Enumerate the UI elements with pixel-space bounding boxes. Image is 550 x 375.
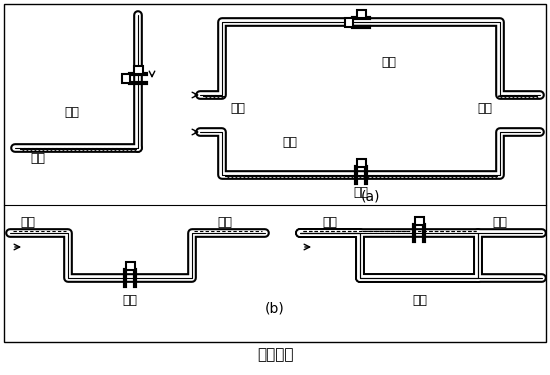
Text: 气泡: 气泡	[492, 216, 508, 229]
Text: (b): (b)	[265, 301, 285, 315]
Text: 气泡: 气泡	[322, 216, 338, 229]
Text: (a): (a)	[360, 190, 379, 204]
Text: 液体: 液体	[30, 152, 46, 165]
Text: 错误: 错误	[412, 294, 427, 306]
Text: 气泡: 气泡	[217, 216, 233, 229]
Text: 正确: 正确	[123, 294, 138, 306]
Bar	[134, 66, 142, 74]
Bar	[356, 159, 366, 167]
Bar	[125, 262, 135, 270]
Text: 液体: 液体	[230, 102, 245, 114]
Text: 液体: 液体	[354, 186, 369, 198]
Text: 正确: 正确	[382, 56, 397, 69]
Bar	[415, 217, 424, 225]
Bar	[122, 74, 130, 82]
Bar	[356, 10, 366, 18]
Bar	[345, 18, 353, 27]
Text: 液体: 液体	[477, 102, 492, 114]
Text: 错误: 错误	[283, 136, 298, 150]
Text: 正确: 正确	[64, 105, 80, 118]
Text: 气泡: 气泡	[20, 216, 36, 229]
Text: 图（四）: 图（四）	[257, 348, 293, 363]
